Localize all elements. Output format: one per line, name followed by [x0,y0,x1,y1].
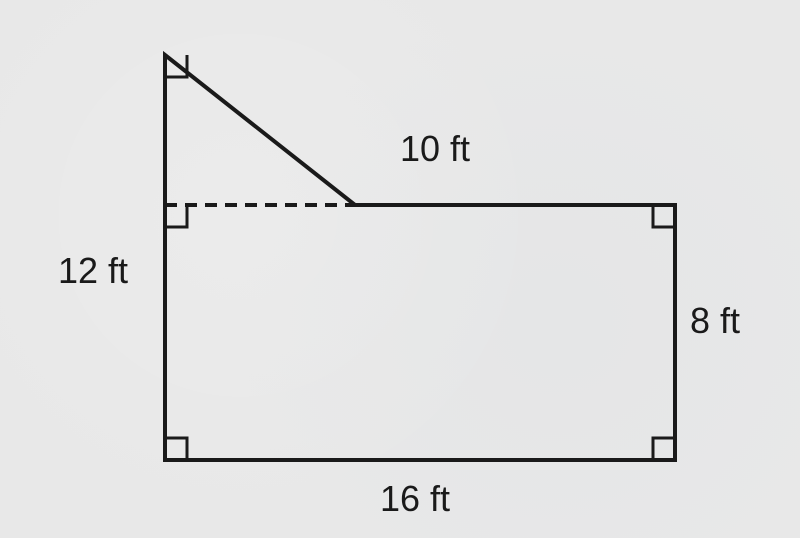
right-angle-bottom-right [653,438,675,460]
shape-outline [165,55,675,460]
right-angle-left-dash [165,205,187,227]
right-angle-bottom-left [165,438,187,460]
label-left: 12 ft [58,250,128,292]
label-bottom: 16 ft [380,478,450,520]
label-top: 10 ft [400,128,470,170]
right-angle-top-right [653,205,675,227]
label-right: 8 ft [690,300,740,342]
diagram-canvas: 12 ft 8 ft 16 ft 10 ft [0,0,800,538]
